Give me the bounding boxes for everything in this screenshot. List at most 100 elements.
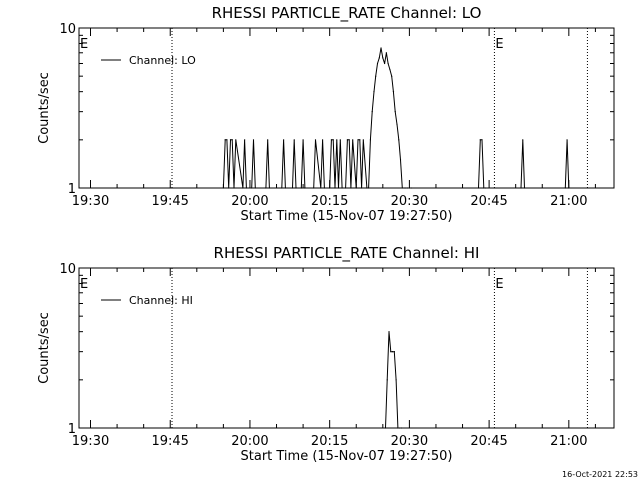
legend-label: Channel: LO xyxy=(129,54,196,67)
data-point xyxy=(564,187,566,189)
eclipse-marker-label: E xyxy=(495,37,503,52)
data-point xyxy=(400,427,403,429)
data-point xyxy=(233,187,235,189)
series-line xyxy=(222,47,570,189)
series-line xyxy=(385,331,402,429)
data-point xyxy=(394,111,396,113)
x-axis-label: Start Time (15-Nov-07 19:27:50) xyxy=(241,449,453,464)
data-point xyxy=(408,187,410,189)
y-tick-label: 1 xyxy=(68,182,76,197)
x-tick-label: 20:30 xyxy=(391,434,428,449)
legend-label: Channel: HI xyxy=(129,294,193,307)
data-point xyxy=(348,139,350,141)
data-point xyxy=(254,187,256,189)
y-axis-label: Counts/sec xyxy=(37,312,52,384)
data-point xyxy=(265,187,267,189)
data-point xyxy=(251,187,253,189)
data-point xyxy=(399,159,402,161)
y-axis-label: Counts/sec xyxy=(37,72,52,144)
data-point xyxy=(304,187,306,189)
data-point xyxy=(375,75,377,77)
x-tick-label: 19:45 xyxy=(151,434,188,449)
x-axis-label: Start Time (15-Nov-07 19:27:50) xyxy=(241,209,453,224)
data-point xyxy=(226,139,228,141)
data-point xyxy=(405,187,407,189)
data-point xyxy=(483,187,485,189)
data-point xyxy=(229,139,232,141)
data-point xyxy=(346,139,348,141)
data-point xyxy=(376,62,379,65)
data-point xyxy=(384,427,387,429)
x-tick-label: 20:30 xyxy=(391,194,428,209)
x-tick-label: 20:00 xyxy=(231,434,268,449)
data-point xyxy=(244,139,246,141)
data-point xyxy=(481,139,483,141)
data-point xyxy=(385,52,387,54)
data-point xyxy=(341,187,343,189)
data-point xyxy=(401,187,403,189)
data-point xyxy=(359,139,361,141)
data-point xyxy=(320,187,322,189)
data-point xyxy=(293,139,295,141)
data-point xyxy=(245,187,248,189)
data-point xyxy=(291,187,294,189)
data-point xyxy=(345,187,347,189)
data-point xyxy=(386,379,388,381)
data-point xyxy=(313,187,315,189)
data-point xyxy=(479,139,481,141)
chart-title: RHESSI PARTICLE_RATE Channel: LO xyxy=(212,4,482,23)
x-tick-label: 20:15 xyxy=(311,194,348,209)
x-tick-label: 21:00 xyxy=(550,434,587,449)
data-point xyxy=(522,139,524,141)
hi-channel-chart: RHESSI PARTICLE_RATE Channel: HI 19:30 19:… xyxy=(37,244,615,464)
data-point xyxy=(284,187,286,189)
data-point xyxy=(222,187,224,189)
data-point xyxy=(339,139,341,141)
data-point xyxy=(242,187,244,189)
data-point xyxy=(392,91,395,93)
data-point xyxy=(314,139,317,141)
data-point xyxy=(300,187,302,189)
plot-frame xyxy=(78,267,615,429)
eclipse-marker-label: E xyxy=(495,277,503,292)
data-point xyxy=(371,111,373,113)
data-point xyxy=(403,187,405,189)
data-point xyxy=(235,139,237,141)
data-point xyxy=(366,187,368,189)
data-point xyxy=(334,187,336,189)
data-point xyxy=(362,139,364,141)
data-point xyxy=(302,139,304,141)
data-point xyxy=(568,187,570,189)
data-point xyxy=(336,139,338,141)
data-point xyxy=(231,139,233,141)
data-point xyxy=(224,139,226,141)
plot-frame xyxy=(78,27,615,189)
y-tick-label: 1 xyxy=(68,422,76,437)
data-point xyxy=(396,123,398,125)
data-point xyxy=(228,187,230,189)
data-point xyxy=(397,427,399,429)
data-point xyxy=(355,187,357,189)
data-point xyxy=(252,139,255,141)
data-point xyxy=(373,91,375,93)
eclipse-marker-label: E xyxy=(80,37,88,52)
data-point xyxy=(393,351,395,353)
data-point xyxy=(477,187,480,189)
data-point xyxy=(378,57,380,59)
data-point xyxy=(368,187,370,189)
eclipse-marker-label: E xyxy=(80,277,88,292)
data-point xyxy=(523,187,526,189)
data-point xyxy=(350,187,352,189)
data-point xyxy=(520,187,522,189)
x-tick-label: 20:00 xyxy=(231,194,268,209)
x-tick-label: 20:15 xyxy=(311,434,348,449)
y-tick-label: 10 xyxy=(59,22,76,37)
data-point xyxy=(484,187,487,189)
data-point xyxy=(321,139,324,141)
data-point xyxy=(389,68,391,71)
y-tick-label: 10 xyxy=(59,262,76,277)
chart-title: RHESSI PARTICLE_RATE Channel: HI xyxy=(214,244,480,263)
footer-timestamp: 16-Oct-2021 22:53 xyxy=(562,470,638,479)
